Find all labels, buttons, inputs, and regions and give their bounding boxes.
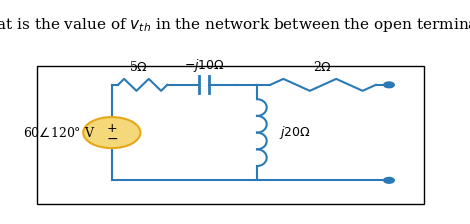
- Text: 60$\angle$120° V: 60$\angle$120° V: [23, 126, 95, 140]
- Circle shape: [83, 117, 141, 148]
- Text: $j20\Omega$: $j20\Omega$: [279, 124, 311, 141]
- Circle shape: [384, 82, 394, 88]
- Text: $+$: $+$: [106, 122, 118, 135]
- Text: 2$\Omega$: 2$\Omega$: [313, 60, 333, 74]
- Circle shape: [384, 177, 394, 183]
- Text: $-$: $-$: [106, 131, 118, 145]
- Text: $-j10\Omega$: $-j10\Omega$: [184, 57, 225, 74]
- Text: What is the value of $v_{th}$ in the network between the open terminals?: What is the value of $v_{th}$ in the net…: [0, 16, 470, 34]
- Text: 5$\Omega$: 5$\Omega$: [129, 60, 148, 74]
